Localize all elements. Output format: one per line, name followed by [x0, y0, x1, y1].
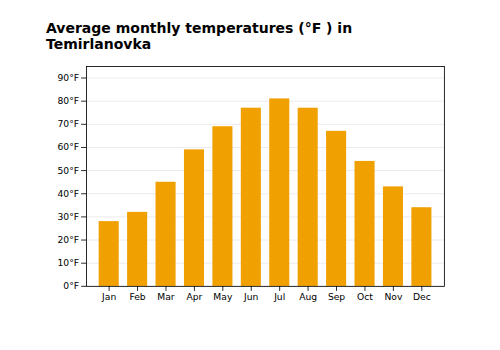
svg-text:50°F: 50°F: [57, 165, 79, 176]
svg-text:Mar: Mar: [157, 291, 175, 302]
svg-text:May: May: [213, 291, 233, 302]
svg-text:Apr: Apr: [186, 291, 202, 302]
html-text:Average monthly temperatures (: Average monthly temperatures (°F ) in Te…: [46, 20, 353, 52]
svg-text:Feb: Feb: [129, 291, 145, 302]
svg-text:Aug: Aug: [299, 291, 317, 302]
svg-text:60°F: 60°F: [57, 141, 79, 152]
svg-text:Dec: Dec: [413, 291, 431, 302]
svg-text:10°F: 10°F: [57, 257, 79, 268]
svg-text:40°F: 40°F: [57, 188, 79, 199]
svg-text:Sep: Sep: [328, 291, 345, 302]
svg-text:Jul: Jul: [273, 291, 285, 302]
svg-text:70°F: 70°F: [57, 118, 79, 129]
svg-text:Nov: Nov: [384, 291, 402, 302]
svg-text:Jan: Jan: [101, 291, 116, 302]
svg-text:30°F: 30°F: [57, 211, 79, 222]
svg-text:Oct: Oct: [357, 291, 373, 302]
svg-text:0°F: 0°F: [63, 280, 79, 291]
svg-text:Jun: Jun: [243, 291, 259, 302]
svg-text:20°F: 20°F: [57, 234, 79, 245]
svg-text:80°F: 80°F: [57, 95, 79, 106]
svg-text:90°F: 90°F: [57, 72, 79, 83]
